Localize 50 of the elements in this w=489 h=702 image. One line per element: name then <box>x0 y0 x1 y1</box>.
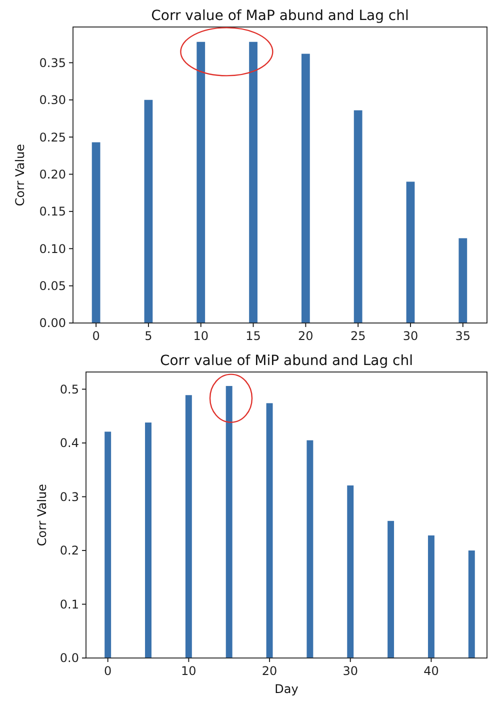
y-tick-label: 0.05 <box>39 279 66 294</box>
x-axis-title: Day <box>274 682 298 696</box>
x-tick-label: 20 <box>298 329 314 343</box>
y-tick-label: 0.20 <box>39 167 66 182</box>
bar <box>354 110 362 323</box>
y-tick-label: 0.00 <box>39 316 66 330</box>
y-tick-label: 0.25 <box>39 130 66 144</box>
bar <box>196 42 206 323</box>
x-tick-label: 30 <box>342 664 358 678</box>
x-tick-label: 35 <box>455 329 471 343</box>
y-tick-label: 0.1 <box>60 597 79 612</box>
x-tick-label: 30 <box>402 329 418 343</box>
y-tick-label: 0.0 <box>60 651 79 666</box>
x-tick-label: 10 <box>181 664 196 678</box>
y-tick-label: 0.10 <box>39 242 66 256</box>
y-tick-label: 0.35 <box>39 56 66 70</box>
y-tick-label: 0.3 <box>60 490 79 504</box>
bar <box>428 535 434 658</box>
bar <box>347 485 354 658</box>
x-tick-label: 0 <box>104 664 112 678</box>
bar <box>226 386 232 658</box>
x-tick-label: 5 <box>144 329 152 343</box>
y-axis-title: Corr Value <box>35 484 49 546</box>
bar <box>104 432 112 658</box>
x-tick-label: 0 <box>92 329 100 343</box>
y-tick-label: 0.30 <box>39 93 66 108</box>
bar <box>144 100 153 323</box>
x-tick-label: 40 <box>424 664 439 678</box>
chart-title: Corr value of MiP abund and Lag chl <box>160 353 414 369</box>
bar <box>92 142 100 323</box>
bar <box>388 520 394 658</box>
bar <box>406 182 415 323</box>
y-tick-label: 0.4 <box>60 436 79 450</box>
y-tick-label: 0.2 <box>60 544 79 558</box>
bar <box>306 440 314 658</box>
bar <box>266 403 273 658</box>
x-tick-label: 20 <box>262 664 278 678</box>
bar <box>185 395 192 658</box>
y-axis-title: Corr Value <box>13 144 27 206</box>
bar <box>145 422 152 658</box>
bar <box>301 54 310 323</box>
y-tick-label: 0.15 <box>39 204 66 219</box>
x-tick-label: 25 <box>350 329 366 343</box>
chart-title: Corr value of MaP abund and Lag chl <box>151 8 409 24</box>
bar <box>249 42 258 323</box>
x-tick-label: 15 <box>246 329 261 343</box>
bar <box>468 550 475 658</box>
x-tick-label: 10 <box>193 329 209 343</box>
bar <box>458 238 468 323</box>
y-tick-label: 0.5 <box>60 382 79 396</box>
